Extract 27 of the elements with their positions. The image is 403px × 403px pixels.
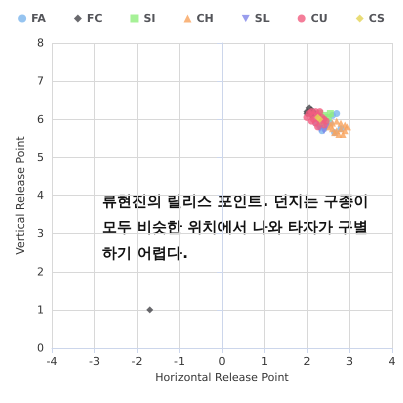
x-tick-label: 3 [346, 355, 353, 368]
x-tick-label: 2 [304, 355, 310, 368]
x-tick-label: -2 [132, 355, 142, 368]
y-tick-label: 0 [37, 342, 44, 354]
y-tick-label: 6 [37, 112, 44, 126]
y-tick-label: 3 [37, 227, 44, 240]
x-tick-label: 0 [218, 355, 226, 368]
y-tick-label: 5 [37, 150, 44, 164]
y-tick-label: 2 [37, 265, 44, 278]
legend-label: CU [310, 12, 328, 25]
y-tick-label: 7 [37, 74, 44, 88]
y-tick-label: 4 [37, 189, 44, 202]
y-tick-label: 1 [37, 303, 44, 316]
legend-label: CH [196, 12, 214, 25]
x-tick-label: -3 [89, 355, 100, 368]
x-tick-label: -1 [174, 355, 185, 368]
x-axis-title: Horizontal Release Point [155, 371, 290, 384]
legend-label: FC [86, 12, 102, 25]
y-axis-title: Vertical Release Point [14, 136, 27, 255]
y-tick-label: 8 [37, 36, 44, 50]
legend-label: CS [368, 12, 385, 25]
x-tick-label: 4 [388, 355, 396, 368]
legend-label: SL [254, 12, 270, 25]
legend-label: SI [143, 12, 156, 25]
legend-label: FA [31, 12, 46, 25]
x-tick-label: -4 [46, 355, 58, 368]
x-tick-label: 1 [261, 355, 268, 368]
